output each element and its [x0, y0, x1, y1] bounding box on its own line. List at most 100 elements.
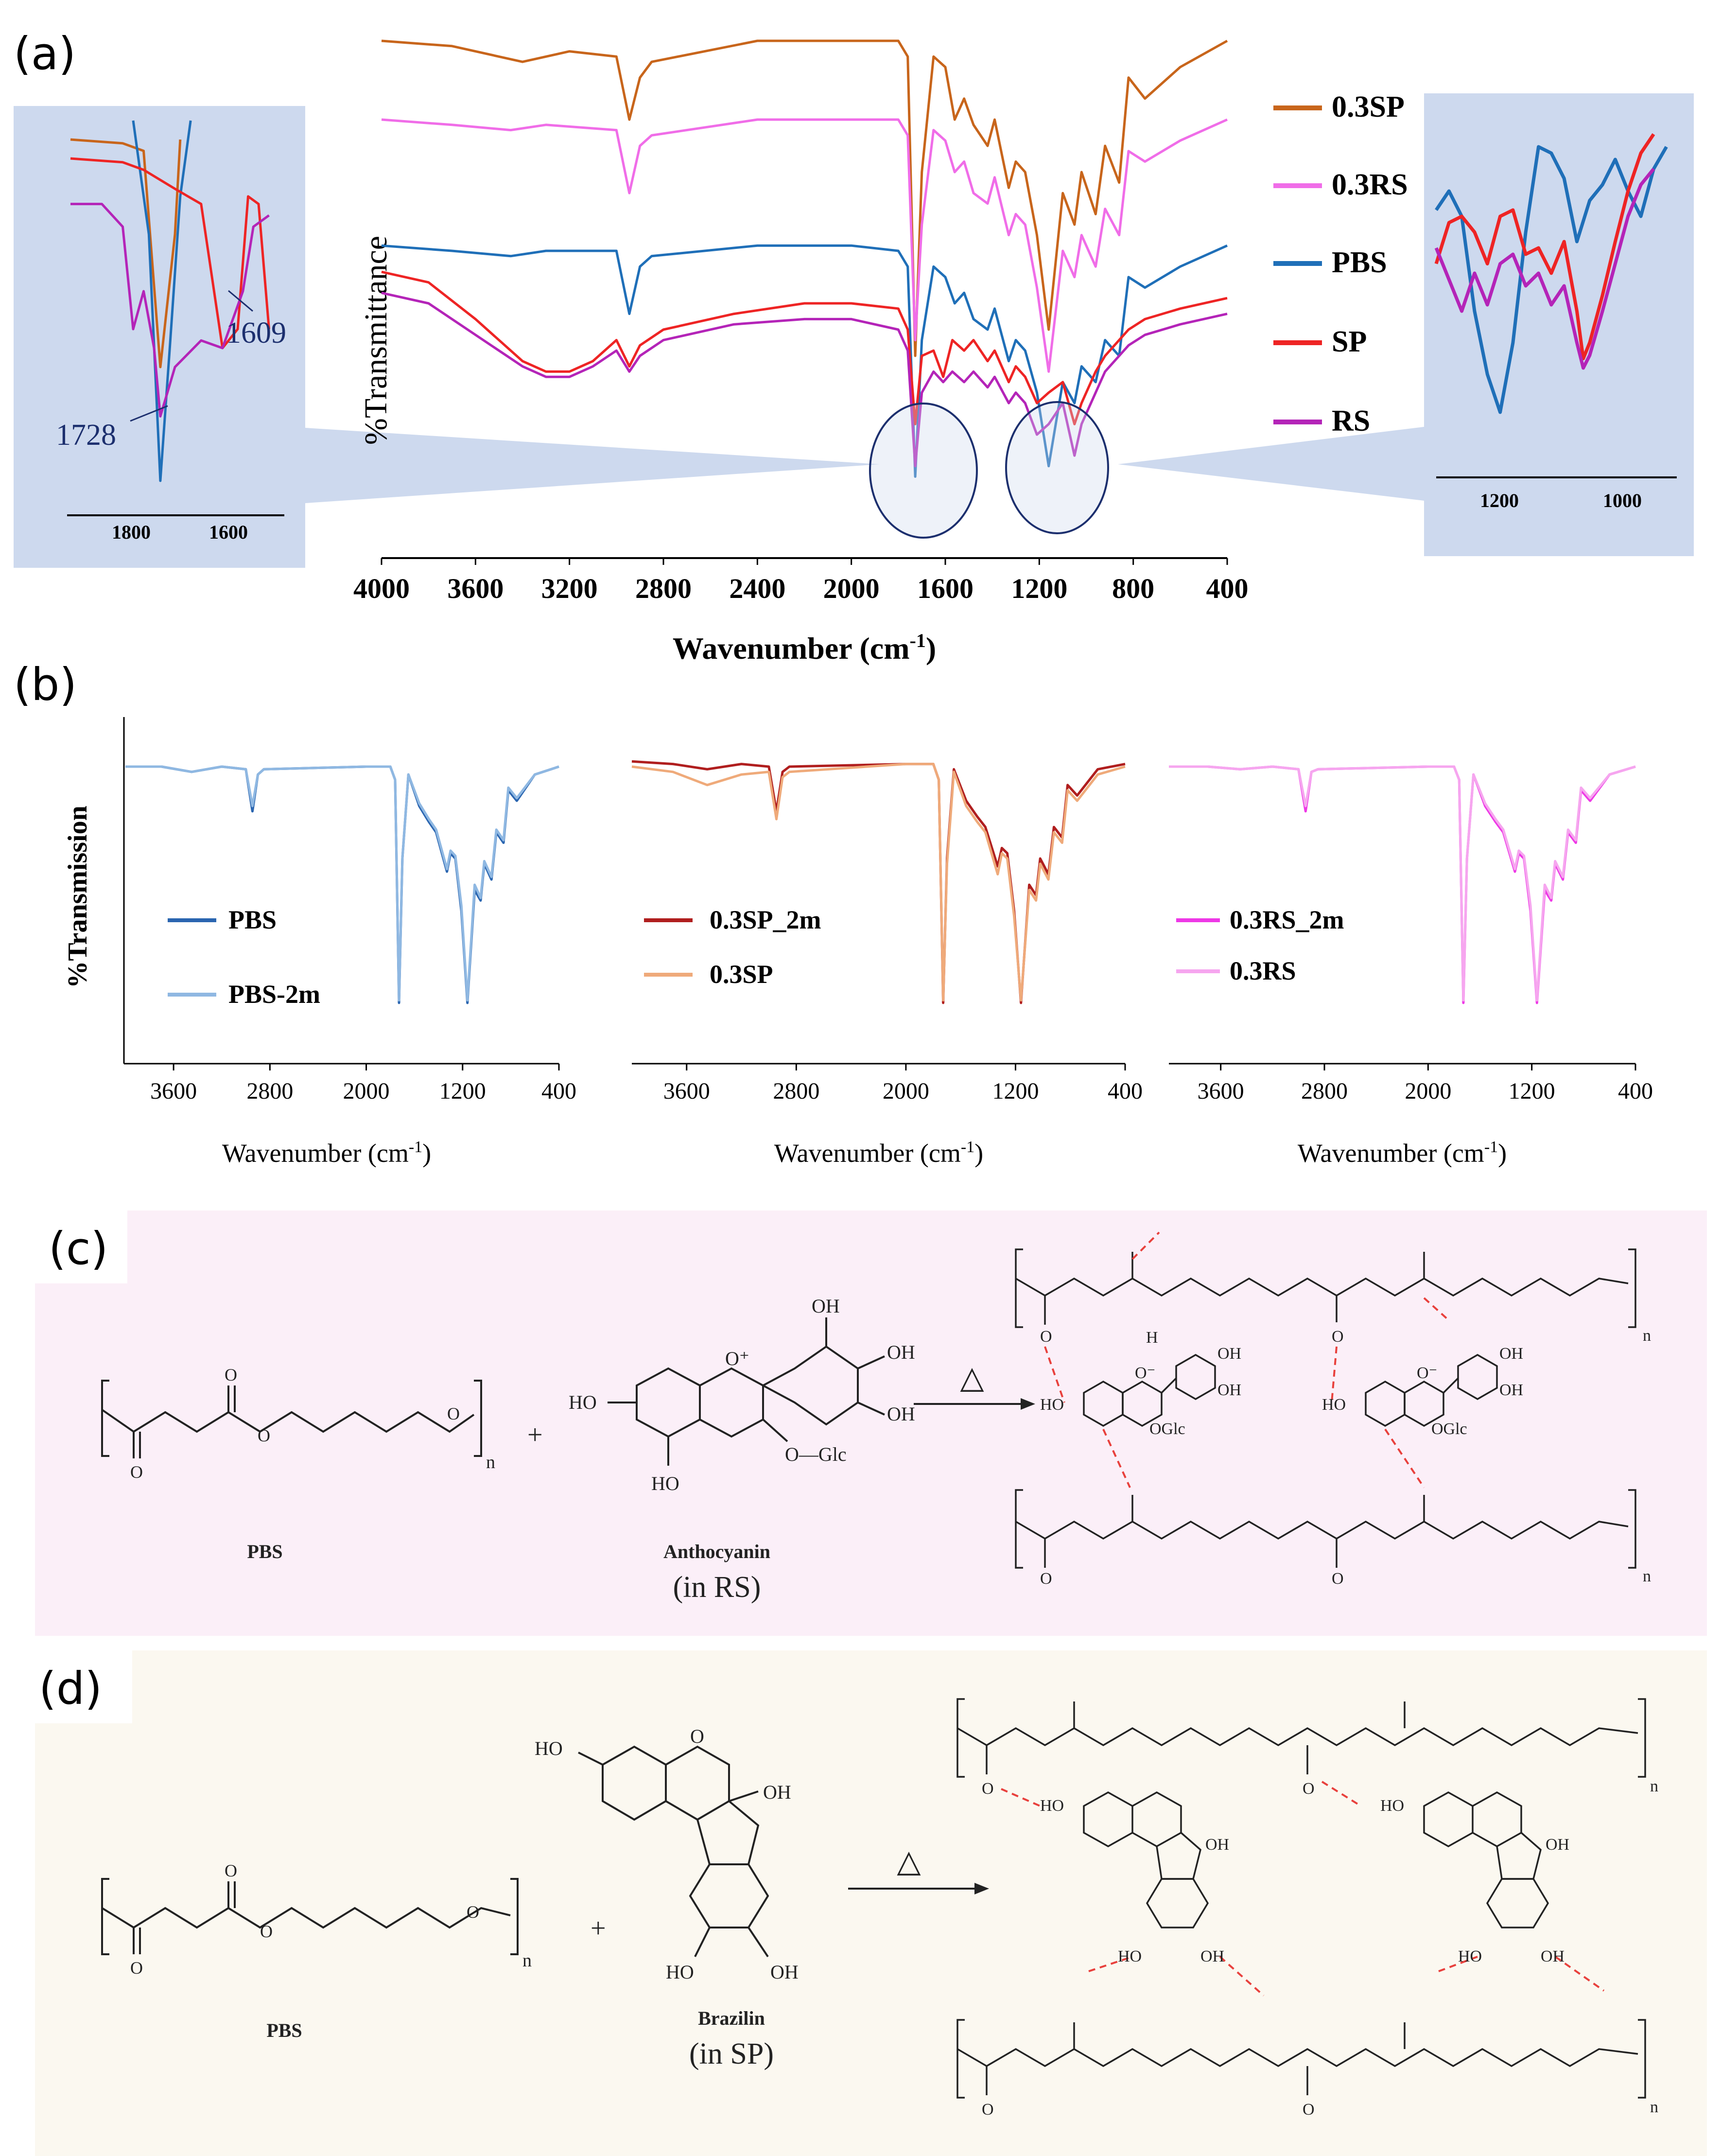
series-line-SP: [70, 157, 270, 350]
subplot-pbs-ticks: 3600 2800 2000 1200 400: [150, 1064, 576, 1104]
heat-symbol: △: [897, 1844, 921, 1878]
anthocyanin-oh: OH: [887, 1341, 915, 1363]
legend-label-0.3SP_2m: 0.3SP_2m: [710, 905, 821, 934]
pbs-oxygen: O: [130, 1958, 143, 1978]
main-x-label: Wavenumber (cm-1): [673, 630, 936, 666]
panel-a: (a) 1800 1600 1728 1609 1200 1000 %Trans…: [14, 28, 1694, 666]
complex-h: H: [1146, 1329, 1158, 1347]
x-tick-label: 1200: [1509, 1078, 1555, 1104]
x-tick-label: 1600: [917, 573, 973, 604]
series-line-PBS: [381, 244, 1228, 478]
inset-left-tick: 1800: [112, 521, 151, 543]
x-tick-label: 2800: [246, 1078, 293, 1104]
anthocyanin-o-glc: O—Glc: [785, 1443, 847, 1465]
main-plot-area: [381, 39, 1228, 478]
complex-oh: OH: [1546, 1836, 1569, 1854]
series-line-SP: [1434, 133, 1655, 360]
panel-d-label: (d): [39, 1663, 102, 1715]
x-tick-label: 1200: [992, 1078, 1039, 1104]
brazilin-name: Brazilin: [698, 2007, 765, 2029]
subplot-pbs: 3600 2800 2000 1200 400 PBS PBS-2m Wavenumbe…: [123, 717, 576, 1168]
brazilin-ho: HO: [535, 1737, 563, 1759]
series-line-0.3RS: [1169, 765, 1636, 1002]
anthocyanin-oh: OH: [887, 1403, 915, 1425]
pbs-name: PBS: [266, 2019, 302, 2041]
complex-ho: HO: [1040, 1396, 1064, 1414]
series-line-PBS-2m: [125, 765, 559, 1002]
complex-oxygen: O: [1332, 1328, 1344, 1346]
anthocyanin-structure: [608, 1317, 885, 1466]
series-line-0.3SP_2m: [631, 760, 1126, 1004]
peak-highlight-1100: [1005, 401, 1109, 534]
series-line-0.3SP: [70, 138, 182, 368]
series-line-RS: [70, 203, 270, 418]
complex-oh: OH: [1499, 1381, 1523, 1399]
pbs-oxygen: O: [225, 1365, 237, 1385]
panel-c-label: (c): [49, 1223, 108, 1275]
inset-right-plot: [1434, 133, 1668, 414]
panel-d-label-box: [35, 1650, 132, 1723]
series-line-0.3SP: [381, 39, 1228, 357]
heat-symbol: △: [960, 1360, 984, 1395]
pbs-oxygen: O: [258, 1426, 270, 1445]
anthocyanin-oh: HO: [569, 1391, 597, 1413]
subplot-rs: 3600 2800 2000 1200 400 0.3RS_2m 0.3RS Waven…: [1169, 765, 1653, 1168]
complex-oxygen: O: [1332, 1570, 1344, 1588]
panel-c-label-box: [35, 1210, 127, 1283]
subplot-pbs-plot: [125, 765, 559, 1004]
x-tick-label: 400: [1108, 1078, 1143, 1104]
x-tick-label: 800: [1112, 573, 1154, 604]
x-tick-label: 2000: [823, 573, 880, 604]
complex-sp-structure: [956, 1698, 1646, 2099]
complex-ho: HO: [1458, 1947, 1482, 1965]
anthocyanin-oh: OH: [812, 1295, 840, 1317]
hydrogen-bonds-sp: [1001, 1781, 1605, 1997]
subplot-sp-ticks: 3600 2800 2000 1200 400: [663, 1064, 1143, 1104]
x-tick-label: 2000: [1405, 1078, 1451, 1104]
x-tick-label: 3600: [150, 1078, 197, 1104]
complex-oxygen: O: [1040, 1328, 1052, 1346]
complex-oxygen: O: [1303, 1780, 1315, 1798]
main-x-ticks: 4000 3600 3200 2800 2400 2000 1600 1200 800 400: [353, 558, 1249, 604]
legend-label-0.3RS: 0.3RS: [1230, 956, 1296, 985]
legend-label-0.3RS: 0.3RS: [1332, 168, 1408, 201]
complex-oglc: OGlc: [1431, 1420, 1467, 1438]
brazilin-ho: HO: [666, 1961, 694, 1983]
main-y-label: %Transmittance: [358, 236, 394, 445]
x-tick-label: 3600: [1198, 1078, 1244, 1104]
legend-label-PBS: PBS: [1332, 246, 1387, 279]
main-ftir-chart: %Transmittance 4000 3600 3200 2800 2400 2000 1…: [353, 39, 1249, 666]
inset-left-connector: [305, 428, 880, 503]
inset-right-tick: 1000: [1603, 490, 1642, 511]
legend-label-RS: RS: [1332, 404, 1370, 438]
inset-right-background: [1424, 93, 1694, 556]
pbs-repeat-n: n: [486, 1452, 495, 1472]
brazilin-o: O: [690, 1725, 704, 1747]
anthocyanin-oh: HO: [651, 1472, 679, 1494]
x-tick-label: 2000: [343, 1078, 390, 1104]
subplot-rs-ticks: 3600 2800 2000 1200 400: [1198, 1064, 1653, 1104]
pbs-oxygen: O: [130, 1462, 143, 1482]
complex-o-minus: O⁻: [1417, 1364, 1438, 1382]
pbs-structure: [101, 1380, 482, 1458]
complex-ho: HO: [1380, 1797, 1404, 1815]
series-line-SP: [381, 270, 1228, 425]
brazilin-source: (in SP): [689, 2037, 774, 2070]
inset-left-background: [14, 106, 305, 568]
anthocyanin-source: (in RS): [673, 1571, 761, 1604]
inset-left-tick: 1600: [209, 521, 248, 543]
annotation-1609: 1609: [226, 316, 286, 350]
x-tick-label: 1200: [1011, 573, 1067, 604]
legend-label-SP: SP: [1332, 325, 1367, 358]
panel-b-y-label: %Transmission: [63, 806, 93, 988]
x-tick-label: 2400: [729, 573, 785, 604]
series-line-RS: [381, 291, 1228, 468]
annotation-1728: 1728: [56, 419, 116, 452]
complex-ho: HO: [1040, 1797, 1064, 1815]
anthocyanin-o-plus: O⁺: [725, 1348, 749, 1369]
panel-d: (d) O O O O n PBS + HO O OH HO OH Brazil…: [35, 1650, 1707, 2156]
panel-d-background: [35, 1650, 1707, 2156]
series-line-0.3RS: [381, 118, 1228, 373]
x-tick-label: 3600: [447, 573, 504, 604]
complex-oxygen: O: [982, 2101, 994, 2119]
